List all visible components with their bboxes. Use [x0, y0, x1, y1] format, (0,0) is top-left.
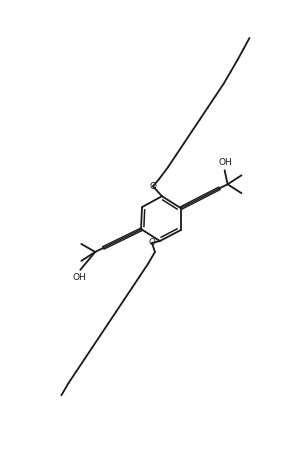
- Text: OH: OH: [219, 159, 233, 168]
- Text: O: O: [150, 182, 157, 191]
- Text: OH: OH: [72, 273, 86, 282]
- Text: O: O: [148, 238, 155, 248]
